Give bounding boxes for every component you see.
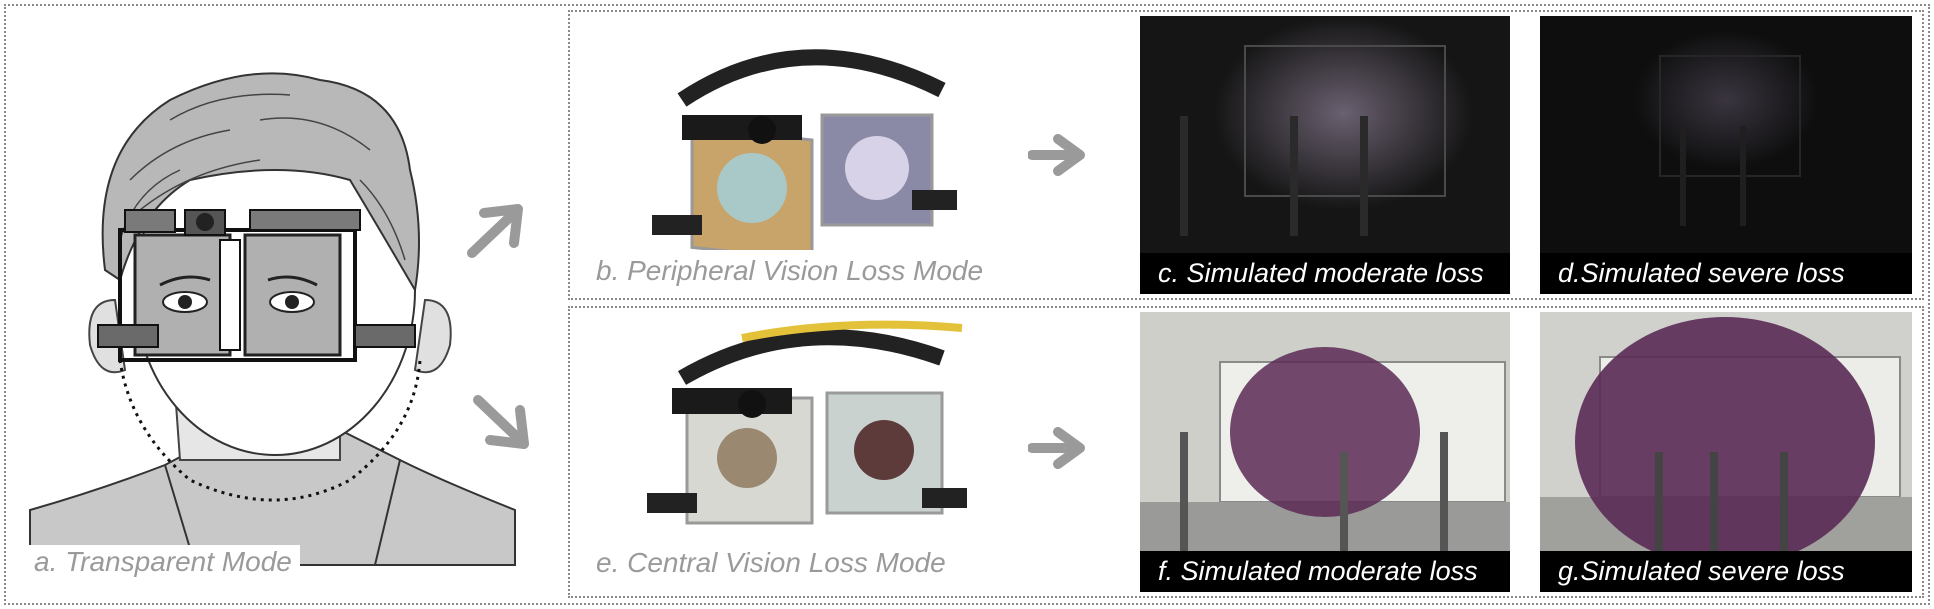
panel-e-caption: e. Central Vision Loss Mode <box>596 547 946 578</box>
panel-c-caption: c. Simulated moderate loss <box>1140 253 1510 294</box>
panel-d-view: d.Simulated severe loss <box>1540 16 1912 294</box>
panel-f-view: f. Simulated moderate loss <box>1140 312 1510 592</box>
panel-b-device-photo <box>622 30 982 250</box>
panel-g-caption: g.Simulated severe loss <box>1540 551 1912 592</box>
panel-f-caption: f. Simulated moderate loss <box>1140 551 1510 592</box>
face-sketch-figure <box>29 72 516 566</box>
panel-a-illustration <box>20 60 540 580</box>
peripheral-group-frame <box>568 10 1924 300</box>
panel-b-caption: b. Peripheral Vision Loss Mode <box>596 255 984 286</box>
outer-frame <box>4 4 1930 605</box>
panel-d-caption: d.Simulated severe loss <box>1540 253 1912 294</box>
arrow-to-central <box>473 395 529 449</box>
panel-e-device-photo <box>622 318 982 540</box>
panel-c-view: c. Simulated moderate loss <box>1140 16 1510 294</box>
panel-g-view: g.Simulated severe loss <box>1540 312 1912 592</box>
central-group-frame <box>568 306 1924 598</box>
panel-a-caption: a. Transparent Mode <box>26 545 300 579</box>
arrow-e-to-f <box>1028 427 1085 469</box>
arrow-b-to-c <box>1028 134 1085 176</box>
arrow-to-peripheral <box>467 204 523 258</box>
